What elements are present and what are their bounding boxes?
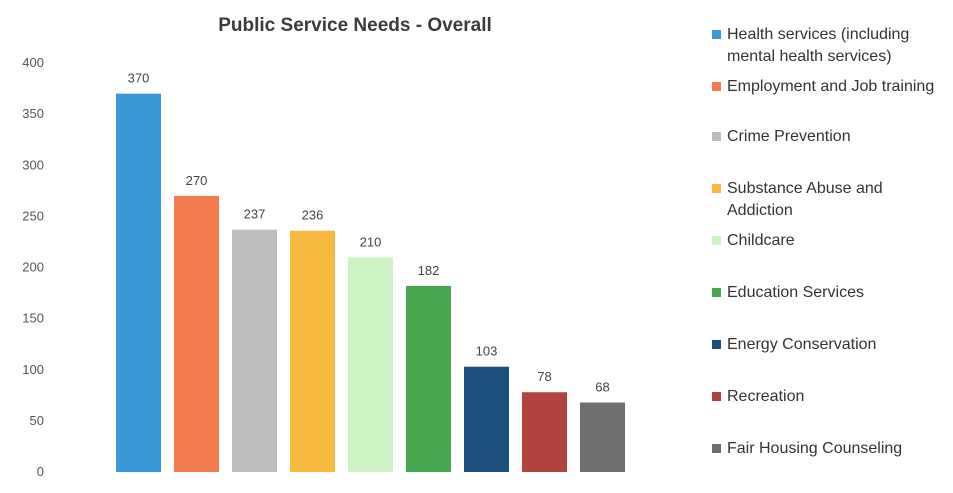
legend-item: Crime Prevention [712, 126, 948, 148]
legend-swatch [712, 82, 721, 91]
legend-swatch [712, 236, 721, 245]
legend-item: Substance Abuse and Addiction [712, 178, 948, 222]
bar [406, 285, 451, 472]
y-tick-label: 350 [22, 106, 44, 121]
legend-label: Energy Conservation [727, 336, 877, 353]
legend-swatch [712, 288, 721, 297]
bar-value-label: 237 [244, 207, 266, 222]
data-labels-group: 370 270 237 236 210 182 103 78 68 [128, 71, 610, 395]
bar [348, 257, 393, 472]
legend-label: Crime Prevention [727, 128, 851, 145]
y-tick-label: 200 [22, 260, 44, 275]
legend-item: Employment and Job training [712, 76, 948, 98]
legend-label: Recreation [727, 388, 805, 405]
y-tick-label: 250 [22, 208, 44, 223]
legend-item: Energy Conservation [712, 334, 948, 356]
bars-group [116, 93, 625, 473]
bar-value-label: 103 [476, 344, 498, 359]
legend-swatch [712, 340, 721, 349]
y-tick-label: 400 [22, 55, 44, 70]
legend-swatch [712, 184, 721, 193]
legend-label: Health services (including mental health… [727, 26, 910, 65]
bar-value-label: 270 [186, 173, 208, 188]
bar-value-label: 78 [537, 369, 551, 384]
chart-legend: Health services (including mental health… [712, 0, 948, 493]
bar-chart: Public Service Needs - Overall 0 50 100 150… [22, 15, 625, 479]
y-tick-label: 150 [22, 311, 44, 326]
legend-swatch [712, 392, 721, 401]
legend-item: Health services (including mental health… [712, 24, 948, 68]
bar [464, 366, 509, 472]
legend-label: Education Services [727, 284, 864, 301]
y-tick-label: 300 [22, 157, 44, 172]
y-axis-ticks: 0 50 100 150 200 250 300 350 400 [22, 55, 44, 479]
chart-title: Public Service Needs - Overall [218, 15, 492, 36]
bar-value-label: 68 [595, 379, 609, 394]
bar [580, 402, 625, 472]
legend-item: Education Services [712, 282, 948, 304]
bar [522, 392, 567, 472]
bar [116, 93, 161, 473]
legend-item: Childcare [712, 230, 948, 252]
y-tick-label: 50 [30, 413, 44, 428]
bar-value-label: 236 [302, 208, 324, 223]
bar [232, 229, 277, 472]
legend-swatch [712, 132, 721, 141]
y-tick-label: 0 [37, 464, 44, 479]
legend-label: Fair Housing Counseling [727, 440, 903, 457]
bar-value-label: 370 [128, 71, 150, 86]
y-tick-label: 100 [22, 362, 44, 377]
legend-item: Fair Housing Counseling [712, 438, 948, 460]
legend-label: Employment and Job training [727, 78, 935, 95]
legend-item: Recreation [712, 386, 948, 408]
bar-value-label: 210 [360, 234, 382, 249]
bar-value-label: 182 [418, 263, 440, 278]
legend-swatch [712, 444, 721, 453]
legend-label: Substance Abuse and Addiction [727, 180, 883, 219]
bar [174, 195, 219, 473]
bar [290, 230, 335, 472]
legend-label: Childcare [727, 232, 795, 249]
legend-swatch [712, 30, 721, 39]
